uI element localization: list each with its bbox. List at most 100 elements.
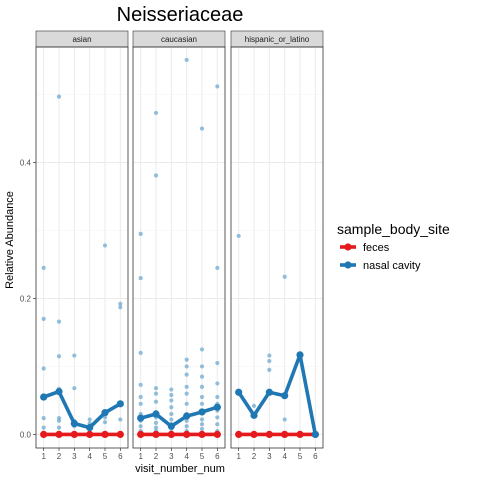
series-marker-nasal-cavity [152, 410, 159, 417]
series-marker-feces [55, 431, 62, 438]
series-marker-nasal-cavity [101, 409, 108, 416]
data-point [103, 420, 107, 424]
series-marker-feces [137, 431, 144, 438]
data-point [215, 84, 219, 88]
data-point [139, 383, 143, 387]
y-tick-label: 0.4 [20, 159, 32, 168]
panel-border [133, 47, 225, 448]
y-axis-title: Relative Abundance [4, 191, 16, 289]
series-marker-nasal-cavity [281, 392, 288, 399]
series-marker-feces [296, 431, 303, 438]
panel-border [231, 47, 323, 448]
data-point [215, 415, 219, 419]
series-marker-feces [152, 431, 159, 438]
data-point [42, 426, 46, 430]
data-point [154, 111, 158, 115]
x-tick-label: 1 [138, 452, 143, 461]
data-point [72, 353, 76, 357]
data-point [185, 392, 189, 396]
data-point [215, 395, 219, 399]
data-point [215, 381, 219, 385]
data-point [169, 412, 173, 416]
legend: sample_body_site feces nasal cavity [337, 221, 450, 272]
series-marker-feces [281, 431, 288, 438]
series-marker-feces [214, 431, 221, 438]
series-marker-nasal-cavity [198, 408, 205, 415]
series-marker-nasal-cavity [183, 412, 190, 419]
data-point [267, 359, 271, 363]
data-point [154, 386, 158, 390]
data-point [267, 353, 271, 357]
data-point [154, 421, 158, 425]
data-point [57, 319, 61, 323]
series-marker-nasal-cavity [55, 388, 62, 395]
data-point [154, 392, 158, 396]
x-tick-label: 6 [215, 452, 220, 461]
data-point [57, 419, 61, 423]
x-tick-label: 6 [313, 452, 318, 461]
data-point [200, 427, 204, 431]
data-point [185, 364, 189, 368]
series-marker-feces [168, 431, 175, 438]
data-point [200, 385, 204, 389]
x-tick-label: 3 [267, 452, 272, 461]
legend-label-feces: feces [363, 242, 390, 254]
series-marker-feces [86, 431, 93, 438]
data-point [139, 276, 143, 280]
x-tick-label: 1 [41, 452, 46, 461]
series-line-nasal-cavity [239, 355, 316, 435]
data-point [267, 368, 271, 372]
x-tick-label: 6 [118, 452, 123, 461]
y-tick-label: 0.2 [20, 294, 32, 303]
data-point [118, 305, 122, 309]
data-point [215, 422, 219, 426]
legend-key-marker [344, 261, 351, 268]
series-marker-feces [250, 431, 257, 438]
data-point [200, 347, 204, 351]
series-marker-nasal-cavity [250, 412, 257, 419]
data-point [169, 387, 173, 391]
data-point [57, 354, 61, 358]
x-tick-label: 5 [200, 452, 205, 461]
series-marker-feces [40, 431, 47, 438]
data-point [139, 395, 143, 399]
series-marker-nasal-cavity [296, 351, 303, 358]
series-marker-nasal-cavity [168, 423, 175, 430]
series-marker-feces [117, 431, 124, 438]
data-point [185, 402, 189, 406]
x-tick-label: 2 [252, 452, 257, 461]
data-point [88, 417, 92, 421]
facet-strip-label: asian [72, 35, 91, 44]
series-marker-feces [266, 431, 273, 438]
x-tick-label: 4 [87, 452, 92, 461]
data-point [139, 232, 143, 236]
data-point [200, 364, 204, 368]
data-point [72, 386, 76, 390]
data-point [42, 266, 46, 270]
series-line-nasal-cavity [44, 392, 121, 428]
data-point [237, 234, 241, 238]
series-marker-feces [101, 431, 108, 438]
data-point [215, 361, 219, 365]
series-marker-nasal-cavity [86, 424, 93, 431]
series-marker-nasal-cavity [235, 389, 242, 396]
data-point [185, 385, 189, 389]
data-point [200, 126, 204, 130]
data-point [283, 417, 287, 421]
y-axis: 0.0 0.2 0.4 [20, 159, 36, 440]
x-axis-title: visit_number_num [135, 463, 225, 475]
series-marker-nasal-cavity [214, 404, 221, 411]
facet-panel-caucasian: caucasian [133, 31, 225, 448]
series-marker-nasal-cavity [137, 414, 144, 421]
facet-strip-label: hispanic_or_latino [245, 35, 310, 44]
data-point [57, 95, 61, 99]
data-point [200, 375, 204, 379]
panel-border [36, 47, 128, 448]
x-tick-label: 4 [184, 452, 189, 461]
legend-title: sample_body_site [337, 221, 450, 237]
y-tick-label: 0.0 [20, 430, 32, 439]
series-marker-nasal-cavity [266, 389, 273, 396]
data-point [200, 402, 204, 406]
series-line-nasal-cavity [141, 407, 218, 426]
